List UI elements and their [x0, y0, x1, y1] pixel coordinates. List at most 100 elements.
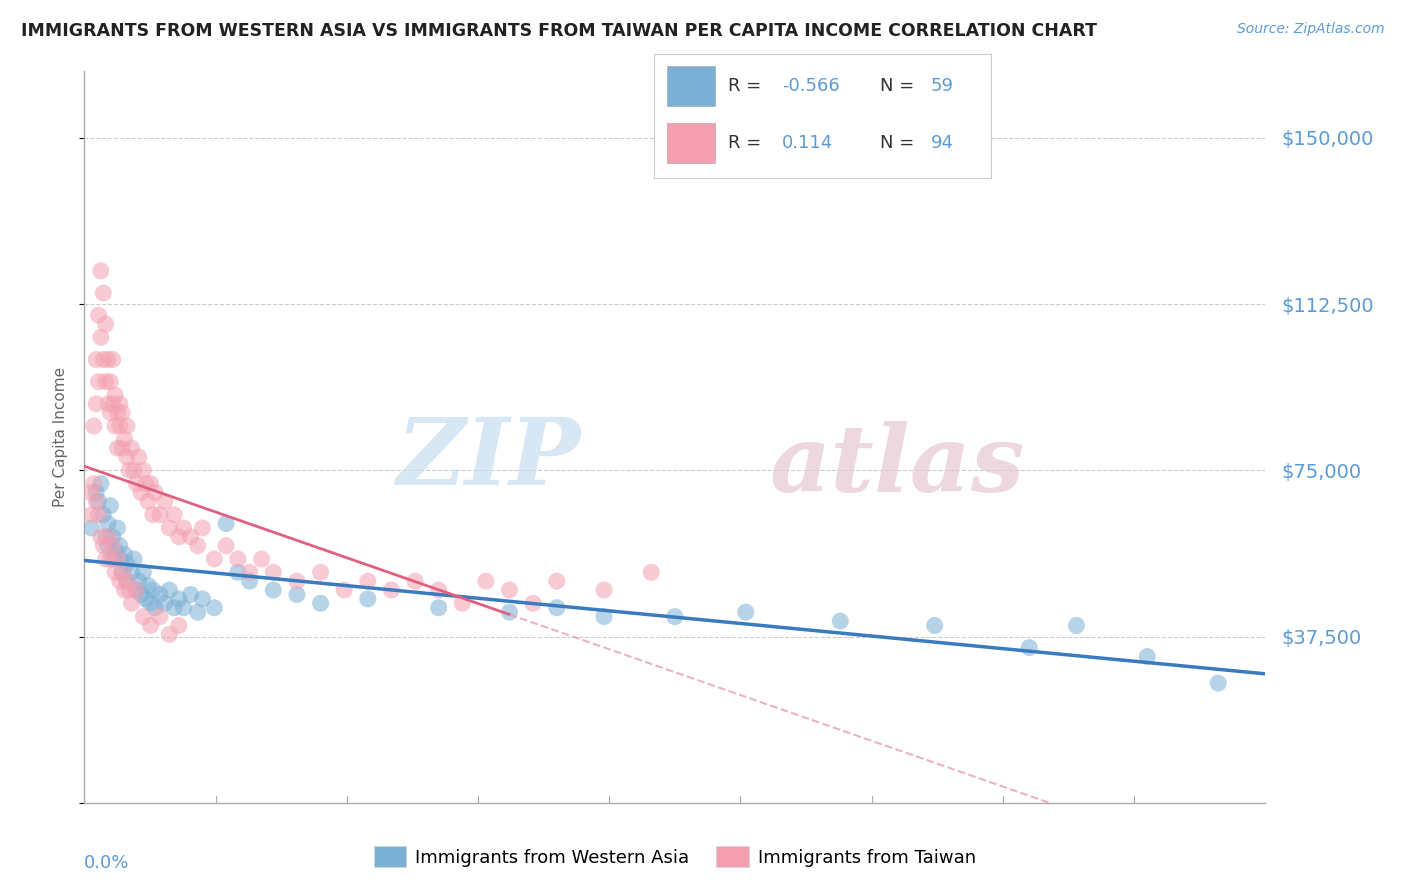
Point [121, 566, 143, 580]
Point [546, 600, 568, 615]
Point [167, 530, 190, 544]
Point [90, 530, 112, 544]
Text: 0.114: 0.114 [782, 135, 834, 153]
Point [111, 406, 134, 420]
Legend: Immigrants from Western Asia, Immigrants from Taiwan: Immigrants from Western Asia, Immigrants… [367, 839, 983, 874]
Point [187, 605, 209, 619]
Point [226, 566, 249, 580]
Point [285, 587, 308, 601]
Point [593, 582, 616, 597]
Point [180, 587, 202, 601]
Point [91, 508, 114, 522]
Point [153, 596, 176, 610]
Point [136, 494, 159, 508]
Point [87, 508, 110, 522]
Point [427, 600, 450, 615]
Point [108, 539, 131, 553]
Point [108, 552, 131, 566]
Point [202, 600, 225, 615]
Point [128, 574, 150, 589]
Point [128, 450, 150, 464]
Point [163, 508, 186, 522]
Text: ZIP: ZIP [396, 414, 581, 504]
Point [107, 406, 129, 420]
Point [122, 552, 145, 566]
Point [498, 582, 520, 597]
Point [114, 548, 136, 562]
Point [87, 494, 110, 508]
Point [121, 596, 143, 610]
Point [157, 627, 180, 641]
Point [1136, 649, 1159, 664]
Point [380, 582, 402, 597]
Point [522, 596, 544, 610]
Point [285, 574, 308, 589]
Point [153, 494, 176, 508]
Point [167, 618, 190, 632]
Point [125, 476, 148, 491]
Point [97, 352, 120, 367]
Point [149, 609, 172, 624]
Point [129, 587, 152, 601]
Point [125, 582, 148, 597]
Point [97, 530, 120, 544]
Point [83, 419, 105, 434]
Point [122, 463, 145, 477]
Point [101, 352, 124, 367]
Point [90, 264, 112, 278]
Point [451, 596, 474, 610]
Point [191, 521, 214, 535]
Point [149, 508, 172, 522]
Point [142, 508, 165, 522]
Point [84, 397, 107, 411]
Point [404, 574, 426, 589]
Point [115, 574, 138, 589]
Point [250, 552, 273, 566]
Point [309, 596, 332, 610]
Point [475, 574, 498, 589]
Point [108, 574, 131, 589]
Point [97, 516, 120, 531]
Point [149, 587, 172, 601]
Point [215, 516, 238, 531]
Point [239, 566, 262, 580]
Point [91, 285, 114, 300]
Point [215, 539, 238, 553]
Point [83, 476, 105, 491]
Point [114, 432, 136, 446]
Point [427, 582, 450, 597]
Point [98, 406, 121, 420]
Point [107, 552, 129, 566]
Point [143, 485, 166, 500]
Point [664, 609, 686, 624]
Point [94, 375, 117, 389]
Point [135, 476, 157, 491]
Point [830, 614, 852, 628]
Point [173, 521, 195, 535]
Text: atlas: atlas [769, 421, 1025, 511]
Bar [668, 123, 714, 163]
Point [191, 591, 214, 606]
Point [132, 609, 155, 624]
Point [139, 618, 162, 632]
Point [142, 582, 165, 597]
Point [136, 578, 159, 592]
Point [111, 566, 134, 580]
Point [132, 566, 155, 580]
Point [546, 574, 568, 589]
Point [173, 600, 195, 615]
Point [118, 463, 141, 477]
Point [118, 582, 141, 597]
Text: -0.566: -0.566 [782, 77, 839, 95]
Point [98, 499, 121, 513]
Point [84, 485, 107, 500]
Point [115, 419, 138, 434]
Point [94, 552, 117, 566]
Point [135, 591, 157, 606]
Point [1206, 676, 1229, 690]
Point [107, 521, 129, 535]
Point [91, 352, 114, 367]
Point [98, 552, 121, 566]
Point [101, 397, 124, 411]
Point [80, 508, 103, 522]
